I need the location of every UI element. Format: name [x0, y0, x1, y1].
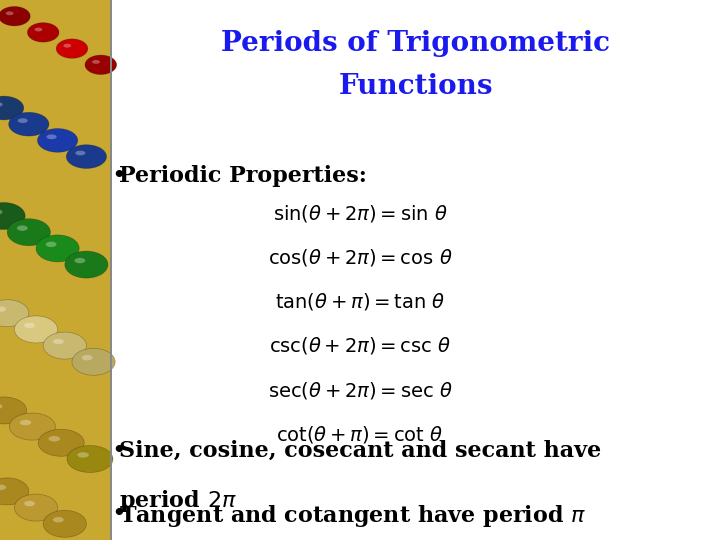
Ellipse shape [43, 332, 86, 359]
Ellipse shape [9, 413, 55, 440]
Ellipse shape [85, 55, 117, 75]
Text: Functions: Functions [338, 73, 493, 100]
Ellipse shape [38, 429, 84, 456]
Text: $\sec(\theta + 2\pi) = \sec\,\theta$: $\sec(\theta + 2\pi) = \sec\,\theta$ [268, 380, 452, 401]
Ellipse shape [0, 478, 29, 505]
Ellipse shape [67, 446, 113, 472]
Ellipse shape [75, 258, 86, 263]
Text: $\cos(\theta + 2\pi) = \cos\,\theta$: $\cos(\theta + 2\pi) = \cos\,\theta$ [268, 247, 452, 268]
Text: $\tan(\theta + \pi) = \tan\,\theta$: $\tan(\theta + \pi) = \tan\,\theta$ [275, 291, 445, 312]
Bar [0, 0, 112, 540]
Ellipse shape [0, 210, 3, 215]
Ellipse shape [0, 96, 24, 120]
Ellipse shape [27, 23, 59, 42]
Ellipse shape [37, 129, 78, 152]
Text: •: • [112, 503, 126, 526]
Ellipse shape [0, 300, 29, 327]
Ellipse shape [35, 28, 42, 31]
Ellipse shape [0, 485, 6, 490]
Bar [110, 0, 112, 540]
Ellipse shape [24, 501, 35, 507]
Ellipse shape [14, 494, 58, 521]
Ellipse shape [48, 436, 60, 442]
Ellipse shape [0, 404, 2, 409]
Ellipse shape [19, 420, 31, 426]
Text: $\sin(\theta + 2\pi) = \sin\,\theta$: $\sin(\theta + 2\pi) = \sin\,\theta$ [273, 202, 447, 224]
Text: Periodic Properties:: Periodic Properties: [119, 165, 366, 187]
Text: •: • [112, 165, 126, 188]
Ellipse shape [7, 219, 50, 246]
Text: •: • [112, 440, 126, 463]
Ellipse shape [53, 517, 63, 523]
Text: period $2\pi$: period $2\pi$ [119, 488, 237, 514]
Ellipse shape [0, 202, 25, 230]
Text: $\cot(\theta + \pi) = \cot\,\theta$: $\cot(\theta + \pi) = \cot\,\theta$ [276, 424, 444, 445]
Ellipse shape [43, 510, 86, 537]
Ellipse shape [0, 102, 3, 107]
Ellipse shape [66, 145, 107, 168]
Ellipse shape [72, 348, 115, 375]
Ellipse shape [9, 112, 49, 136]
Ellipse shape [92, 60, 100, 64]
Ellipse shape [77, 453, 89, 458]
Ellipse shape [24, 322, 35, 328]
Ellipse shape [53, 339, 63, 345]
Text: Periods of Trigonometric: Periods of Trigonometric [221, 30, 611, 57]
Ellipse shape [47, 134, 57, 139]
Text: $\csc(\theta + 2\pi) = \csc\,\theta$: $\csc(\theta + 2\pi) = \csc\,\theta$ [269, 335, 451, 356]
Text: Sine, cosine, cosecant and secant have: Sine, cosine, cosecant and secant have [119, 440, 601, 462]
Ellipse shape [46, 242, 57, 247]
Ellipse shape [0, 307, 6, 312]
Text: Tangent and cotangent have period $\pi$: Tangent and cotangent have period $\pi$ [119, 503, 586, 529]
Ellipse shape [76, 151, 86, 156]
Ellipse shape [56, 39, 88, 58]
Ellipse shape [0, 397, 27, 424]
Ellipse shape [82, 355, 93, 361]
Ellipse shape [65, 251, 108, 278]
Ellipse shape [0, 6, 30, 26]
Ellipse shape [36, 235, 79, 262]
Ellipse shape [14, 316, 58, 343]
Ellipse shape [18, 118, 28, 123]
Ellipse shape [6, 11, 14, 15]
Ellipse shape [17, 226, 27, 231]
Ellipse shape [63, 44, 71, 48]
